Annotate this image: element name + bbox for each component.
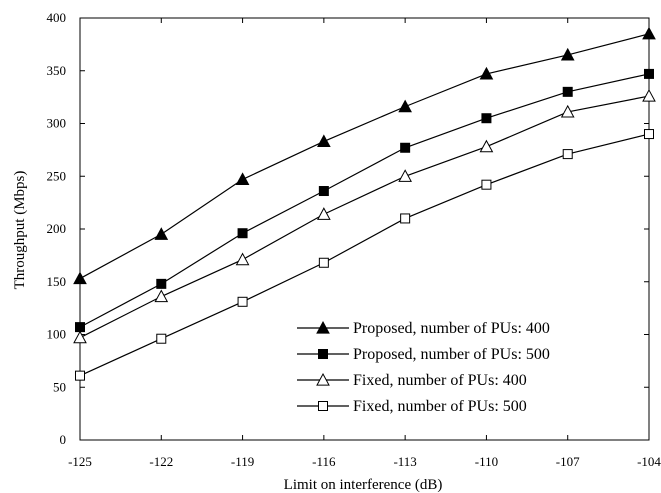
- filled-triangle-marker: [399, 101, 411, 112]
- x-tick-label: -107: [556, 454, 580, 469]
- open-square-marker: [319, 402, 328, 411]
- x-tick-label: -113: [393, 454, 416, 469]
- filled-square-marker: [645, 69, 654, 78]
- filled-triangle-marker: [643, 28, 655, 39]
- x-tick-label: -116: [312, 454, 336, 469]
- series-4: [76, 130, 654, 381]
- filled-square-marker: [482, 114, 491, 123]
- y-tick-label: 100: [47, 327, 67, 342]
- open-square-marker: [563, 150, 572, 159]
- legend-label: Fixed, number of PUs: 500: [353, 398, 527, 415]
- legend-item: Fixed, number of PUs: 500: [297, 398, 527, 415]
- legend-item: Fixed, number of PUs: 400: [297, 372, 527, 389]
- filled-triangle-marker: [155, 228, 167, 239]
- legend: Proposed, number of PUs: 400 Proposed, nu…: [297, 320, 550, 415]
- filled-square-marker: [76, 323, 85, 332]
- filled-square-marker: [319, 350, 328, 359]
- open-square-marker: [482, 180, 491, 189]
- open-square-marker: [319, 258, 328, 267]
- y-tick-label: 150: [47, 274, 67, 289]
- legend-item: Proposed, number of PUs: 400: [297, 320, 550, 337]
- x-tick-label: -110: [475, 454, 498, 469]
- legend-label: Fixed, number of PUs: 400: [353, 372, 527, 389]
- open-square-marker: [401, 214, 410, 223]
- y-tick-label: 0: [60, 432, 67, 447]
- open-triangle-marker: [480, 141, 492, 152]
- x-tick-label: -104: [637, 454, 661, 469]
- y-tick-label: 200: [47, 221, 67, 236]
- y-axis: 0 50 100 150 200 250 300 350 400: [47, 10, 650, 447]
- open-square-marker: [645, 130, 654, 139]
- y-tick-label: 250: [47, 168, 67, 183]
- filled-square-marker: [157, 279, 166, 288]
- legend-item: Proposed, number of PUs: 500: [297, 346, 550, 363]
- x-tick-label: -122: [149, 454, 173, 469]
- open-square-marker: [157, 334, 166, 343]
- filled-triangle-marker: [562, 49, 574, 60]
- legend-label: Proposed, number of PUs: 500: [353, 346, 550, 363]
- open-triangle-marker: [318, 208, 330, 219]
- legend-label: Proposed, number of PUs: 400: [353, 320, 550, 337]
- y-tick-label: 350: [47, 63, 67, 78]
- y-tick-label: 300: [47, 116, 67, 131]
- y-tick-label: 50: [53, 379, 66, 394]
- filled-triangle-marker: [74, 273, 86, 284]
- open-triangle-marker: [237, 254, 249, 265]
- y-tick-label: 400: [47, 10, 67, 25]
- filled-square-marker: [319, 187, 328, 196]
- filled-square-marker: [401, 143, 410, 152]
- open-triangle-marker: [155, 291, 167, 302]
- open-triangle-marker: [399, 170, 411, 181]
- open-square-marker: [76, 371, 85, 380]
- x-tick-label: -119: [231, 454, 254, 469]
- open-square-marker: [238, 297, 247, 306]
- open-triangle-marker: [643, 90, 655, 101]
- y-axis-title: Throughput (Mbps): [12, 171, 28, 290]
- filled-square-marker: [238, 229, 247, 238]
- filled-triangle-marker: [318, 135, 330, 146]
- filled-triangle-marker: [237, 173, 249, 184]
- open-triangle-marker: [74, 332, 86, 343]
- x-axis-title: Limit on interference (dB): [284, 477, 443, 493]
- series-3: [74, 90, 655, 343]
- filled-square-marker: [563, 87, 572, 96]
- x-tick-label: -125: [68, 454, 92, 469]
- series-line: [80, 74, 649, 327]
